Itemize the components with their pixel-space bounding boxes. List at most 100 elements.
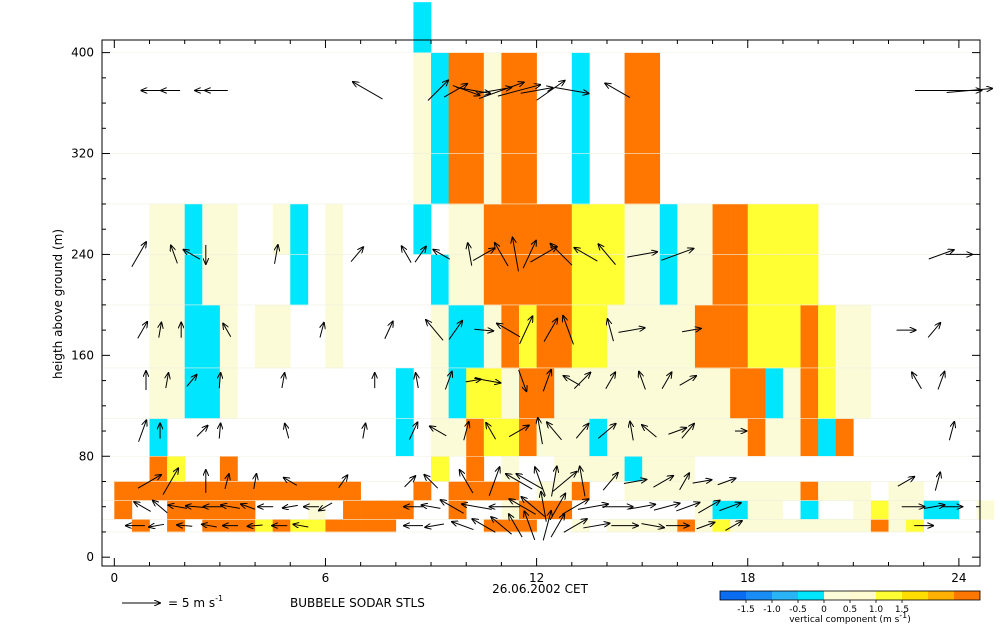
station-label: BUBBELE SODAR STLS xyxy=(290,596,425,610)
y-tick-label-240: 240 xyxy=(71,247,94,261)
cell-3-26 xyxy=(571,456,590,482)
x-tick-label-24: 24 xyxy=(951,571,966,585)
colorbar-tick-label-2: -0.5 xyxy=(789,605,807,615)
cell-5-38 xyxy=(782,367,801,419)
cell-4-18 xyxy=(431,418,449,457)
cell-7-22 xyxy=(501,254,520,306)
cell-6-24 xyxy=(536,304,555,369)
cell-7-32 xyxy=(677,254,696,306)
colorbar-swatch-5 xyxy=(850,591,877,600)
cell-10-18 xyxy=(431,52,449,154)
cell-4-34 xyxy=(712,418,731,457)
cell-7-5 xyxy=(202,254,221,306)
cell-0-39 xyxy=(800,519,819,533)
cell-8-34 xyxy=(712,203,731,255)
wind-arrow-104 xyxy=(284,478,298,486)
wind-arrow-47 xyxy=(448,321,462,340)
cell-2-13 xyxy=(343,481,361,501)
wind-arrow-23 xyxy=(350,247,363,263)
wind-arrow-160 xyxy=(248,525,263,526)
wind-arrow-33 xyxy=(550,244,573,266)
wind-arrow-75 xyxy=(679,376,696,386)
colorbar-swatch-7 xyxy=(902,591,929,600)
wind-arrow-85 xyxy=(430,426,447,437)
cell-9-19 xyxy=(448,153,467,205)
wind-arrow-51 xyxy=(543,319,557,342)
cell-4-32 xyxy=(677,418,696,457)
cell-2-5 xyxy=(202,481,221,501)
wind-arrow-134 xyxy=(319,502,333,511)
cell-3-28 xyxy=(606,456,625,482)
wind-arrow-140 xyxy=(509,499,536,515)
wind-arrow-20 xyxy=(184,250,201,260)
cell-7-6 xyxy=(219,254,238,306)
colorbar-tick-label-0: -1.5 xyxy=(737,605,755,615)
cell-3-18 xyxy=(431,456,449,482)
y-axis-label: heigth above ground (m) xyxy=(51,229,65,379)
cell-9-21 xyxy=(483,153,502,205)
cell-8-5 xyxy=(202,203,221,255)
colorbar-swatch-8 xyxy=(928,591,955,600)
cell-5-33 xyxy=(694,367,713,419)
cell-6-26 xyxy=(571,304,590,369)
cell-10-22 xyxy=(501,52,520,154)
arrow-scale-label: = 5 m s-1 xyxy=(168,594,223,610)
cell-5-37 xyxy=(765,367,784,419)
cell-6-34 xyxy=(712,304,731,369)
wind-arrow-158 xyxy=(202,524,217,527)
x-tick-label-0: 0 xyxy=(110,571,118,585)
wind-arrow-43 xyxy=(223,324,232,337)
cell-11-17 xyxy=(413,2,432,53)
cell-9-23 xyxy=(519,153,537,205)
wind-arrow-65 xyxy=(444,372,451,390)
cell-5-41 xyxy=(835,367,854,419)
cell-7-20 xyxy=(466,254,485,306)
wind-arrow-108 xyxy=(460,470,474,494)
wind-arrow-77 xyxy=(937,372,944,390)
cell-2-4 xyxy=(184,481,203,501)
wind-arrow-66 xyxy=(465,379,481,382)
cell-8-19 xyxy=(448,203,467,255)
cell-10-17 xyxy=(413,52,432,154)
wind-arrow-13 xyxy=(536,81,565,101)
cell-4-20 xyxy=(466,418,485,457)
wind-arrow-88 xyxy=(508,425,529,438)
cell-6-39 xyxy=(800,304,819,369)
wind-arrow-156 xyxy=(149,524,165,527)
wind-arrow-46 xyxy=(426,320,444,341)
cell-6-27 xyxy=(589,304,608,369)
wind-arrow-125 xyxy=(153,501,168,514)
wind-arrow-36 xyxy=(627,252,657,258)
wind-arrow-67 xyxy=(474,377,500,383)
cell-8-25 xyxy=(554,203,573,255)
wind-arrow-17 xyxy=(946,88,992,93)
cell-5-28 xyxy=(606,367,625,419)
cell-10-21 xyxy=(483,52,502,154)
wind-arrow-106 xyxy=(404,476,416,488)
wind-arrow-99 xyxy=(162,468,178,495)
cell-2-32 xyxy=(677,481,696,501)
wind-arrow-25 xyxy=(414,247,426,263)
cell-6-32 xyxy=(677,304,696,369)
cell-8-17 xyxy=(413,203,432,255)
cell-1-47 xyxy=(941,500,960,520)
cell-0-22 xyxy=(501,519,520,533)
wind-arrow-151 xyxy=(719,503,740,512)
wind-arrows xyxy=(126,80,992,541)
cell-2-7 xyxy=(237,481,256,501)
cell-8-10 xyxy=(290,203,309,255)
wind-arrow-48 xyxy=(474,329,493,331)
wind-arrow-37 xyxy=(661,249,693,261)
wind-arrow-168 xyxy=(509,514,523,538)
wind-arrow-172 xyxy=(563,519,587,533)
wind-arrow-5 xyxy=(427,80,448,101)
cell-10-20 xyxy=(466,52,485,154)
cell-7-3 xyxy=(167,254,185,306)
cell-5-22 xyxy=(501,367,520,419)
cell-5-3 xyxy=(167,367,185,419)
wind-arrow-11 xyxy=(497,85,540,97)
cell-6-25 xyxy=(554,304,573,369)
wind-arrow-69 xyxy=(542,370,551,392)
cell-0-37 xyxy=(765,519,784,533)
